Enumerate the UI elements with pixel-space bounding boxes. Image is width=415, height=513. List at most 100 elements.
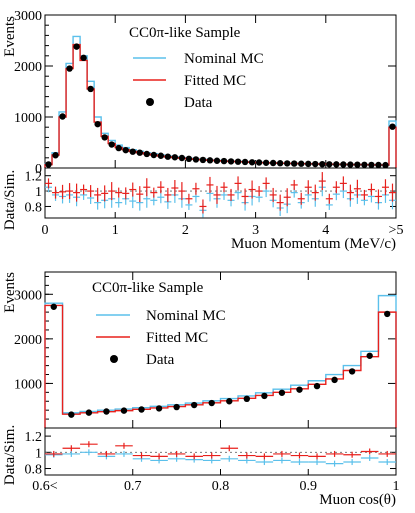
data-point xyxy=(115,144,122,152)
data-point xyxy=(45,161,52,168)
momentum-x-axis-label: Muon Momentum (MeV/c) xyxy=(231,236,396,252)
data-point xyxy=(227,158,235,165)
data-point xyxy=(213,157,221,164)
data-point xyxy=(361,161,368,168)
data-point xyxy=(157,152,165,159)
data-point xyxy=(298,160,305,167)
data-point xyxy=(305,160,312,168)
legend-fitted-label: Fitted MC xyxy=(146,330,208,346)
legend-fitted-label: Fitted MC xyxy=(184,73,246,89)
data-point xyxy=(333,161,340,168)
angle-ratio-plot: 0.6< 0.7 0.8 0.9 10.811.2 xyxy=(25,427,400,494)
data-point xyxy=(73,43,80,50)
data-point xyxy=(241,158,249,166)
data-point xyxy=(262,159,270,166)
legend-data-marker xyxy=(110,355,118,363)
momentum-ratio-y-axis-label: Data/Sim. xyxy=(2,170,18,230)
data-point xyxy=(243,395,251,403)
data-point xyxy=(348,368,356,375)
data-point xyxy=(368,161,375,169)
ratio-y-tick-label: 0.8 xyxy=(25,463,43,478)
y-tick-label: 2000 xyxy=(14,60,42,75)
x-tick-label: 3 xyxy=(252,223,259,238)
data-point xyxy=(178,154,186,162)
data-point xyxy=(85,409,93,416)
data-point xyxy=(80,54,87,62)
data-point xyxy=(269,159,277,167)
x-tick-label: 0.6< xyxy=(32,479,58,494)
data-point xyxy=(120,407,128,414)
data-point xyxy=(389,123,396,130)
ratio-y-tick-label: 1.2 xyxy=(25,430,43,445)
x-tick-label: 4 xyxy=(322,223,329,238)
data-point xyxy=(226,398,233,405)
data-point xyxy=(296,386,303,393)
data-point xyxy=(347,161,354,168)
data-point xyxy=(66,65,73,72)
x-tick-label: 0.7 xyxy=(124,479,142,494)
legend-data-label: Data xyxy=(184,95,213,111)
legend-nominal-label: Nominal MC xyxy=(184,51,264,67)
y-tick-label: 2000 xyxy=(14,333,42,348)
data-point xyxy=(138,406,145,413)
x-tick-label: >5 xyxy=(389,223,404,238)
x-tick-label: 1 xyxy=(393,479,400,494)
x-tick-label: 1 xyxy=(112,223,119,238)
data-point xyxy=(261,392,268,400)
data-point xyxy=(94,120,101,128)
data-point xyxy=(185,155,193,163)
data-point xyxy=(255,159,263,166)
data-point xyxy=(171,154,179,161)
momentum-y-axis-label: Events xyxy=(2,16,18,57)
angle-x-axis-label: Muon cos(θ) xyxy=(319,492,396,508)
angle-title: CC0π-like Sample xyxy=(92,280,204,296)
momentum-title: CC0π-like Sample xyxy=(129,25,241,41)
data-point xyxy=(199,156,207,164)
data-point xyxy=(340,161,347,168)
data-point xyxy=(248,159,256,166)
data-point xyxy=(129,148,136,155)
angle-ratio-y-axis-label: Data/Sim. xyxy=(2,425,18,485)
data-point xyxy=(276,160,284,167)
data-point xyxy=(192,156,200,163)
data-point xyxy=(101,134,108,141)
data-point xyxy=(173,403,180,411)
data-point xyxy=(291,160,298,167)
data-point xyxy=(208,399,215,407)
data-point xyxy=(87,85,94,93)
data-point xyxy=(68,411,75,418)
fitted-mc-histogram xyxy=(44,43,397,168)
fitted-mc-histogram xyxy=(44,304,397,428)
data-point xyxy=(150,151,158,159)
momentum-main-plot: 0 1000 2000 3000 xyxy=(14,9,397,177)
data-point xyxy=(319,160,326,168)
ratio-plot-frame xyxy=(44,427,397,476)
data-point xyxy=(206,157,214,164)
data-point xyxy=(234,158,242,165)
legend-data-label: Data xyxy=(146,352,175,368)
momentum-legend: Nominal MC Fitted MC Data xyxy=(133,51,264,111)
y-tick-label: 1000 xyxy=(14,377,42,392)
momentum-ratio-plot: 0 1 2 3 4 >50.811.2 xyxy=(25,167,404,238)
ratio-y-tick-label: 1 xyxy=(35,185,42,200)
data-point xyxy=(375,161,382,169)
data-point xyxy=(103,408,110,415)
y-tick-label: 3000 xyxy=(14,288,42,303)
data-point xyxy=(52,152,59,159)
data-point xyxy=(122,146,129,154)
ratio-y-tick-label: 1 xyxy=(35,446,42,461)
angle-legend: Nominal MC Fitted MC Data xyxy=(96,308,226,368)
data-point xyxy=(220,157,228,165)
x-tick-label: 2 xyxy=(182,223,189,238)
ratio-y-tick-label: 1.2 xyxy=(25,170,43,185)
data-point xyxy=(50,303,57,310)
data-point xyxy=(108,141,115,148)
y-tick-label: 0 xyxy=(35,162,42,177)
legend-nominal-label: Nominal MC xyxy=(146,308,226,324)
ratio-y-tick-label: 0.8 xyxy=(25,200,43,215)
data-point xyxy=(312,160,319,168)
angle-y-axis-label: Events xyxy=(2,272,18,313)
data-point xyxy=(313,382,321,390)
